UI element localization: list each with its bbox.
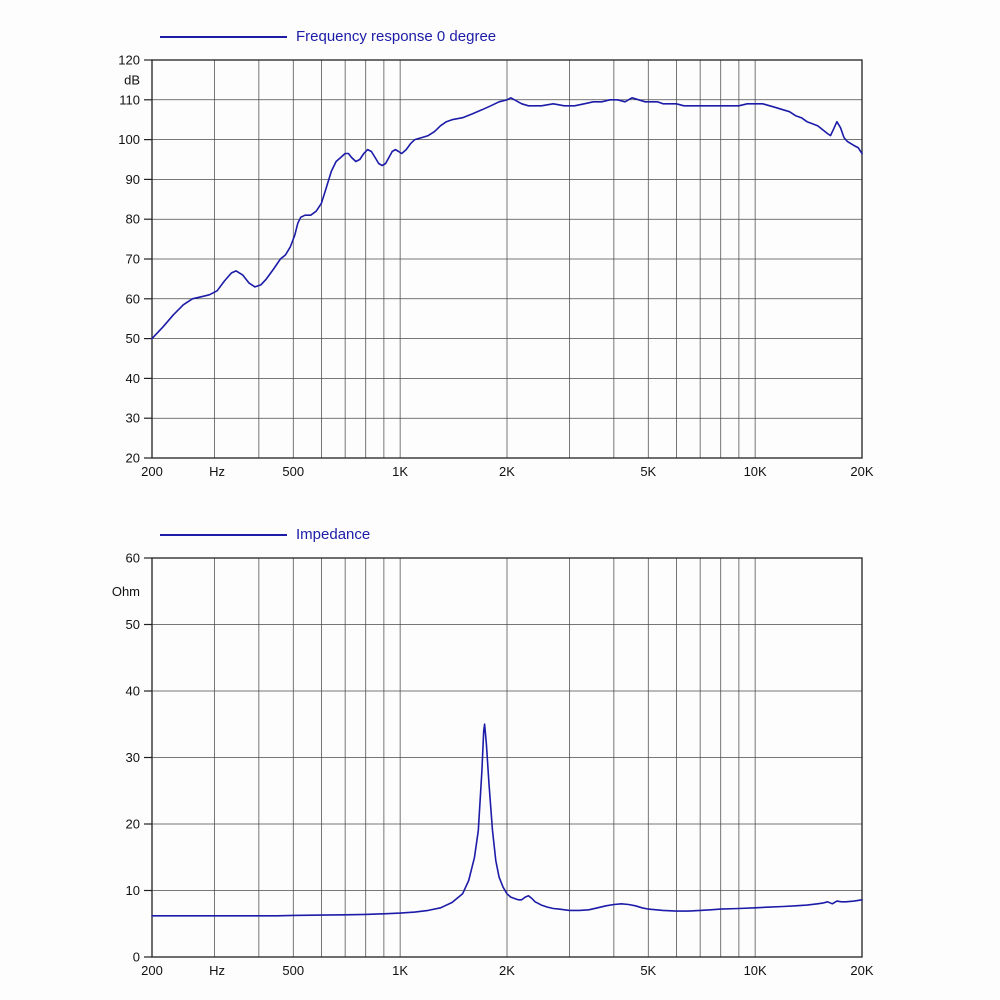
x-tick-label: 500 [282, 464, 304, 479]
y-tick-label: 60 [126, 291, 140, 306]
legend-line-icon [160, 533, 287, 536]
x-tick-label: 1K [392, 963, 408, 978]
x-tick-label: 200 [141, 464, 163, 479]
y-tick-label: 80 [126, 212, 140, 227]
legend-label-impedance: Impedance [296, 526, 371, 543]
y-tick-label: 40 [126, 371, 140, 386]
x-tick-label: 5K [640, 963, 656, 978]
y-tick-label: 90 [126, 172, 140, 187]
y-tick-label: 10 [126, 883, 140, 898]
y-tick-label: 30 [126, 750, 140, 765]
legend-label-frequency-response: Frequency response 0 degree [296, 28, 497, 45]
data-curve [151, 97, 863, 340]
y-tick-label: 20 [126, 451, 140, 466]
x-tick-label: 200 [141, 963, 163, 978]
y-tick-label: 60 [126, 551, 140, 566]
y-tick-label: 120 [118, 53, 140, 68]
frequency-response-chart: 20 30 40 50 60 70 80 90 100 110 120 dB 200 500 1K 2K 5K 1… [118, 53, 874, 480]
x-tick-label: 1K [392, 464, 408, 479]
x-unit-label: Hz [209, 464, 225, 479]
impedance-chart: 0 10 20 30 40 50 60 Ohm 200 500 1K 2K 5K 10K 20K Hz [112, 551, 874, 979]
x-tick-label: 5K [640, 464, 656, 479]
y-tick-label: 40 [126, 684, 140, 699]
x-tick-label: 2K [499, 963, 515, 978]
x-tick-label: 20K [850, 963, 873, 978]
y-unit-label: dB [124, 72, 140, 87]
legend-impedance: Impedance [160, 526, 370, 543]
y-tick-label: 30 [126, 411, 140, 426]
legend-frequency-response: Frequency response 0 degree [160, 28, 496, 45]
y-tick-label: 50 [126, 331, 140, 346]
y-tick-label: 0 [133, 950, 140, 965]
x-tick-label: 10K [744, 963, 767, 978]
y-tick-label: 20 [126, 817, 140, 832]
x-tick-label: 20K [850, 464, 873, 479]
legend-line-icon [160, 35, 287, 38]
x-tick-label: 2K [499, 464, 515, 479]
y-tick-label: 110 [119, 92, 140, 107]
y-tick-label: 50 [126, 617, 140, 632]
y-tick-label: 100 [118, 132, 140, 147]
y-tick-label: 70 [126, 252, 140, 267]
data-curve [151, 723, 863, 917]
x-tick-label: 500 [282, 963, 304, 978]
y-unit-label: Ohm [112, 584, 140, 599]
x-unit-label: Hz [209, 963, 225, 978]
x-tick-label: 10K [744, 464, 767, 479]
